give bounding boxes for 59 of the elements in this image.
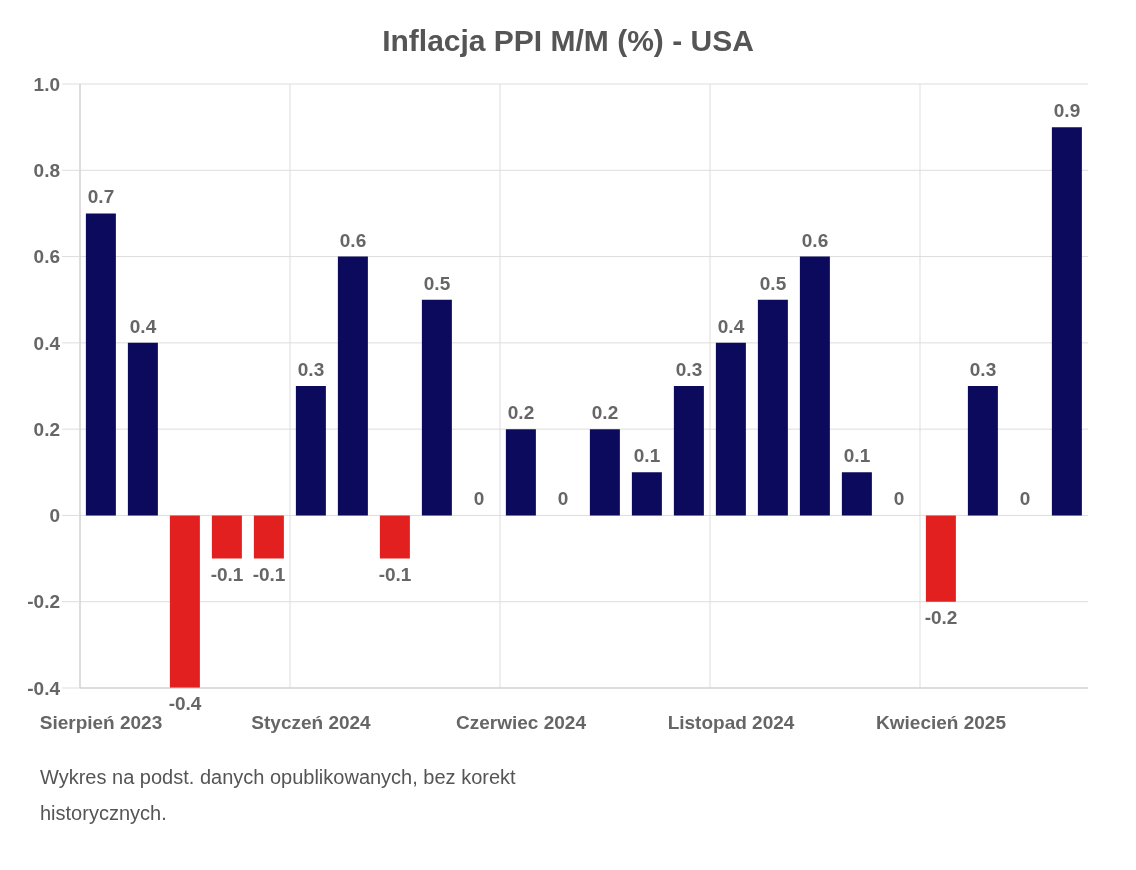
- data-label: 0.5: [759, 272, 787, 294]
- bar: [253, 515, 284, 559]
- data-label: -0.1: [252, 563, 286, 585]
- bar: [379, 515, 410, 559]
- data-label: 0.4: [129, 315, 157, 337]
- bar: [169, 515, 200, 688]
- bar: [799, 256, 830, 516]
- y-tick-label: 0.8: [33, 160, 60, 182]
- bar: [925, 515, 956, 602]
- data-label: 0.5: [423, 272, 451, 294]
- data-label: 0.2: [507, 402, 535, 424]
- data-label: 0: [473, 488, 485, 510]
- bar: [589, 429, 620, 516]
- data-label: -0.2: [924, 606, 958, 628]
- data-label: 0.3: [969, 359, 997, 380]
- bar: [211, 515, 242, 559]
- bar: [505, 429, 536, 516]
- text: Wykres na podst. danych opublikowanych, bez korekt historycznych.: [40, 765, 517, 826]
- data-label: 0.4: [717, 315, 745, 337]
- data-label: 0.7: [87, 186, 115, 208]
- data-label: -0.1: [210, 563, 244, 585]
- y-tick-label: -0.4: [27, 677, 61, 699]
- bar: [673, 386, 704, 516]
- data-label: 0.2: [591, 402, 619, 424]
- y-tick-label: 0.6: [33, 246, 60, 268]
- data-label: 0.3: [675, 359, 703, 380]
- bar: [1051, 127, 1082, 516]
- data-label: 0.1: [843, 445, 871, 467]
- x-tick-label: Listopad 2024: [667, 712, 795, 734]
- bar: [967, 386, 998, 516]
- data-label: 0.9: [1053, 100, 1081, 122]
- data-label: 0: [893, 488, 905, 510]
- y-tick-label: 0.2: [33, 418, 60, 440]
- data-label: 0.1: [633, 445, 661, 467]
- bar: [631, 472, 662, 516]
- chart-title: Inflacja PPI M/M (%) - USA: [381, 23, 755, 59]
- data-label: 0.3: [297, 359, 325, 380]
- y-tick-label: 1.0: [33, 73, 60, 95]
- x-tick-label: Kwiecień 2025: [876, 712, 1007, 734]
- x-tick-label: Sierpień 2023: [39, 712, 163, 734]
- y-tick-label: 0.4: [33, 332, 61, 354]
- bar: [85, 213, 116, 516]
- bar: [757, 299, 788, 516]
- y-tick-label: -0.2: [27, 591, 60, 613]
- y-tick-label: 0: [49, 505, 60, 527]
- data-label: -0.4: [168, 693, 202, 714]
- bar: [841, 472, 872, 516]
- bar: [715, 342, 746, 516]
- data-label: 0: [1019, 488, 1031, 510]
- data-label: 0: [557, 488, 569, 510]
- x-tick-label: Czerwiec 2024: [456, 712, 587, 734]
- bar: [337, 256, 368, 516]
- data-label: -0.1: [378, 563, 412, 585]
- data-label: 0.6: [339, 229, 367, 251]
- bar: [421, 299, 452, 516]
- bar: [127, 342, 158, 516]
- bar: [295, 386, 326, 516]
- x-tick-label: Styczeń 2024: [251, 712, 372, 734]
- data-label: 0.6: [801, 229, 829, 251]
